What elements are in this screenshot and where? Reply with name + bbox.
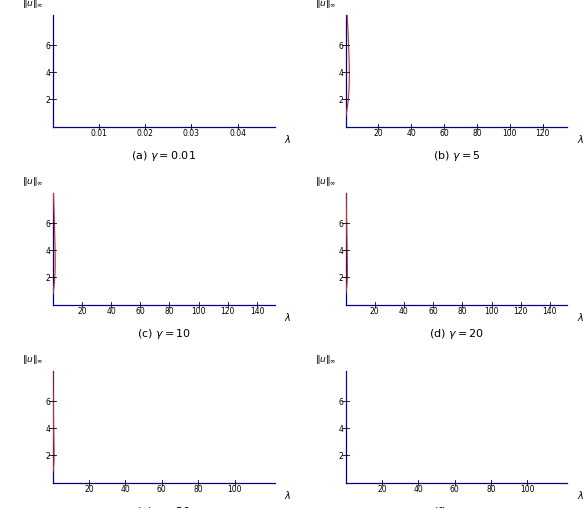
Text: $\lambda$: $\lambda$: [284, 311, 291, 323]
Text: $\|u\|_\infty$: $\|u\|_\infty$: [22, 175, 44, 188]
Text: $\|u\|_\infty$: $\|u\|_\infty$: [315, 0, 337, 10]
Text: $(\mathrm{a})\ \gamma = 0.01$: $(\mathrm{a})\ \gamma = 0.01$: [131, 149, 196, 163]
Text: $\lambda$: $\lambda$: [284, 489, 291, 501]
Text: $\|u\|_\infty$: $\|u\|_\infty$: [22, 353, 44, 366]
Text: $(\mathrm{d})\ \gamma = 20$: $(\mathrm{d})\ \gamma = 20$: [429, 327, 484, 341]
Text: $(\mathrm{f})\ \gamma = \infty$: $(\mathrm{f})\ \gamma = \infty$: [433, 505, 480, 508]
Text: $(\mathrm{b})\ \gamma = 5$: $(\mathrm{b})\ \gamma = 5$: [433, 149, 480, 163]
Text: $\|u\|_\infty$: $\|u\|_\infty$: [315, 175, 337, 188]
Text: $\|u\|_\infty$: $\|u\|_\infty$: [315, 353, 337, 366]
Text: $(\mathrm{e})\ \gamma = 50$: $(\mathrm{e})\ \gamma = 50$: [136, 505, 191, 508]
Text: $\lambda$: $\lambda$: [577, 311, 584, 323]
Text: $(\mathrm{c})\ \gamma = 10$: $(\mathrm{c})\ \gamma = 10$: [136, 327, 191, 341]
Text: $\lambda$: $\lambda$: [577, 489, 584, 501]
Text: $\|u\|_\infty$: $\|u\|_\infty$: [22, 0, 44, 10]
Text: $\lambda$: $\lambda$: [284, 133, 291, 145]
Text: $\lambda$: $\lambda$: [577, 133, 584, 145]
